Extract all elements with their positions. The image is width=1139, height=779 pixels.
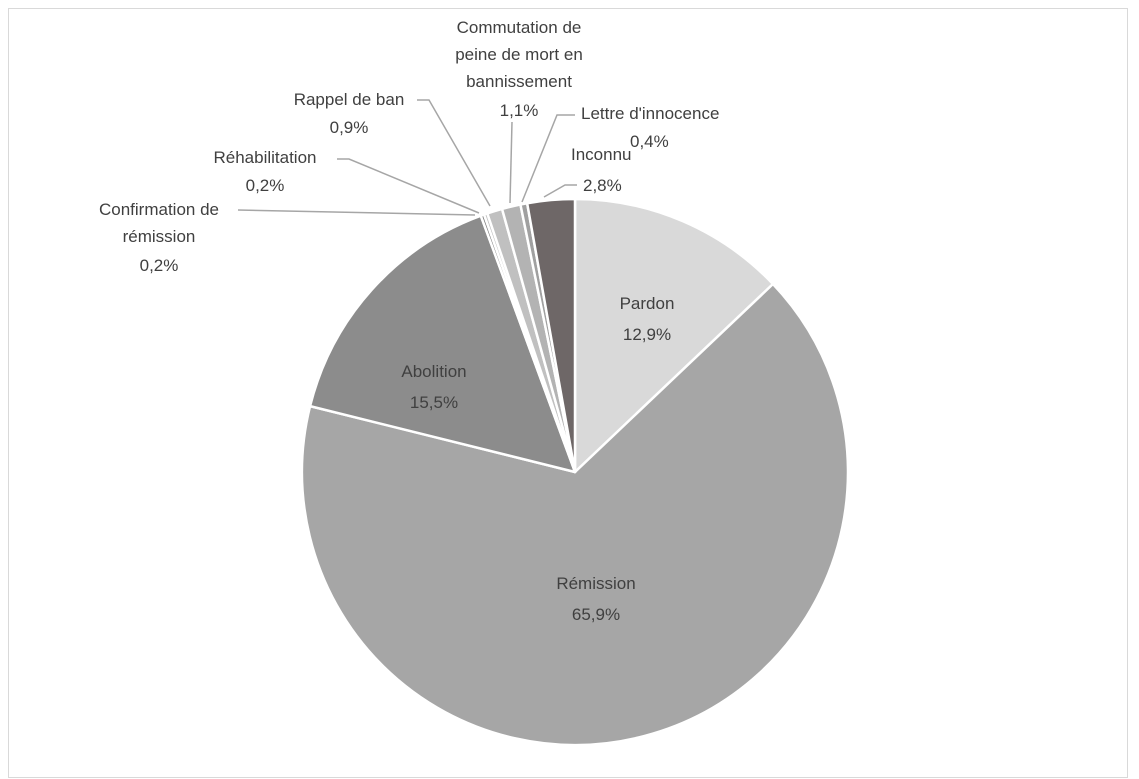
leader-inconnu	[543, 184, 577, 198]
label-pardon-value: 12,9%	[623, 325, 671, 344]
label-inconnu-name: Inconnu	[571, 145, 632, 164]
leader-lines	[237, 99, 577, 216]
label-inconnu-value: 2,8%	[583, 176, 622, 195]
pie-slices	[300, 197, 850, 747]
chart-frame: Pardon 12,9% Rémission 65,9% Abolition 1…	[8, 8, 1128, 778]
label-abolition-value: 15,5%	[410, 393, 458, 412]
label-confirmation-line1: Confirmation de	[99, 200, 219, 219]
label-pardon-name: Pardon	[620, 294, 675, 313]
pie-slice-abolition	[308, 214, 577, 474]
pie-slice-inconnu	[525, 197, 577, 474]
pie-slice-pardon	[573, 197, 775, 474]
pie-chart: Pardon 12,9% Rémission 65,9% Abolition 1…	[99, 18, 850, 747]
label-confirmation-line2: rémission	[123, 227, 196, 246]
leader-rappel	[417, 99, 491, 207]
label-remission-value: 65,9%	[572, 605, 620, 624]
label-commutation-line1: Commutation de	[457, 18, 582, 37]
label-rappel-name: Rappel de ban	[294, 90, 405, 109]
label-rappel-value: 0,9%	[330, 118, 369, 137]
label-commutation-line2: peine de mort en	[455, 45, 583, 64]
label-remission-name: Rémission	[556, 574, 635, 593]
leader-lettre	[521, 114, 575, 203]
label-abolition-name: Abolition	[401, 362, 466, 381]
pie-slice-r-mission	[300, 282, 850, 747]
label-rehabilitation-name: Réhabilitation	[213, 148, 316, 167]
label-commutation-value: 1,1%	[500, 101, 539, 120]
label-lettre-name: Lettre d'innocence	[581, 104, 719, 123]
leader-confirmation	[237, 209, 476, 216]
leader-commutation	[509, 121, 513, 204]
label-lettre-value: 0,4%	[630, 132, 669, 151]
label-rehabilitation-value: 0,2%	[246, 176, 285, 195]
leader-rehabilitation	[337, 158, 480, 214]
label-confirmation-value: 0,2%	[140, 256, 179, 275]
label-commutation-line3: bannissement	[466, 72, 572, 91]
